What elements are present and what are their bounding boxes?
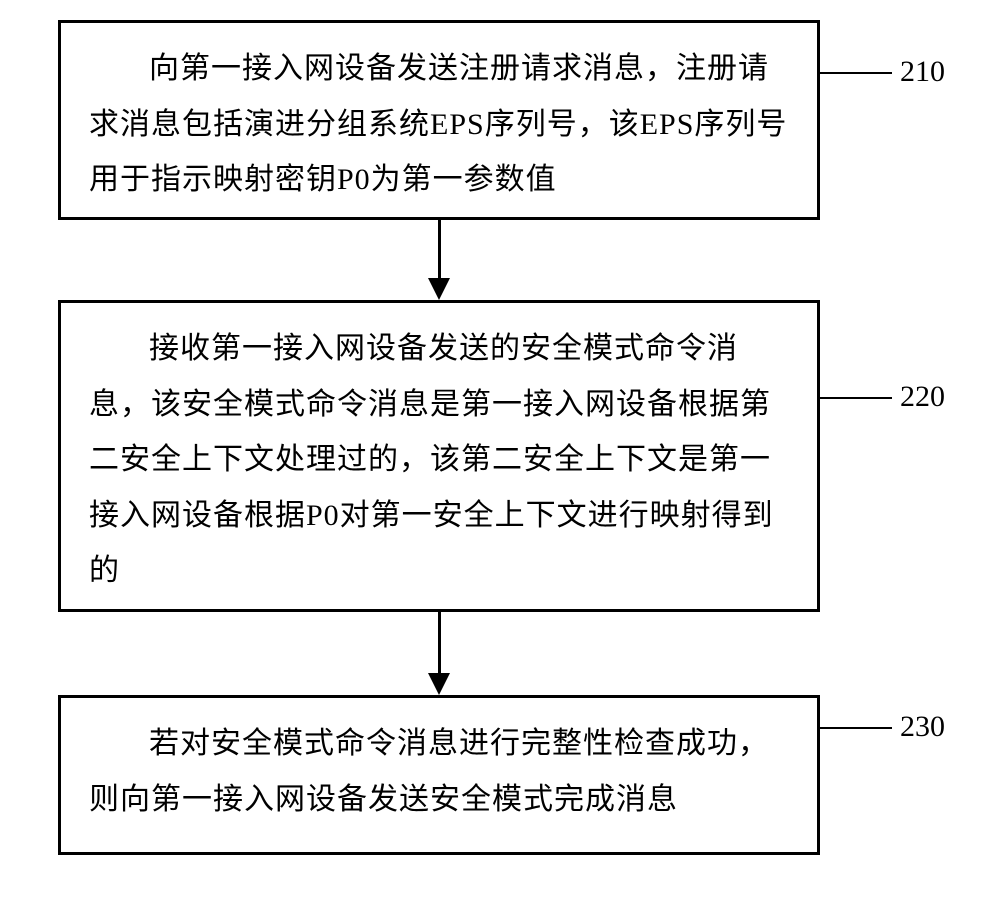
arrow-1-line	[438, 220, 441, 278]
flow-step-2: 接收第一接入网设备发送的安全模式命令消息，该安全模式命令消息是第一接入网设备根据…	[58, 300, 820, 612]
flow-step-1: 向第一接入网设备发送注册请求消息，注册请求消息包括演进分组系统EPS序列号，该E…	[58, 20, 820, 220]
arrow-2-line	[438, 612, 441, 673]
step-label-2: 220	[900, 380, 945, 414]
label-connector-3	[820, 727, 892, 729]
label-connector-2	[820, 397, 892, 399]
flow-step-2-text: 接收第一接入网设备发送的安全模式命令消息，该安全模式命令消息是第一接入网设备根据…	[89, 332, 774, 587]
flowchart-canvas: 向第一接入网设备发送注册请求消息，注册请求消息包括演进分组系统EPS序列号，该E…	[0, 0, 1000, 900]
arrow-2-head	[428, 673, 450, 695]
flow-step-1-text: 向第一接入网设备发送注册请求消息，注册请求消息包括演进分组系统EPS序列号，该E…	[89, 52, 787, 196]
flow-step-3-text: 若对安全模式命令消息进行完整性检查成功，则向第一接入网设备发送安全模式完成消息	[89, 727, 769, 816]
flow-step-3: 若对安全模式命令消息进行完整性检查成功，则向第一接入网设备发送安全模式完成消息	[58, 695, 820, 855]
arrow-1-head	[428, 278, 450, 300]
label-connector-1	[820, 72, 892, 74]
step-label-3: 230	[900, 710, 945, 744]
step-label-1: 210	[900, 55, 945, 89]
